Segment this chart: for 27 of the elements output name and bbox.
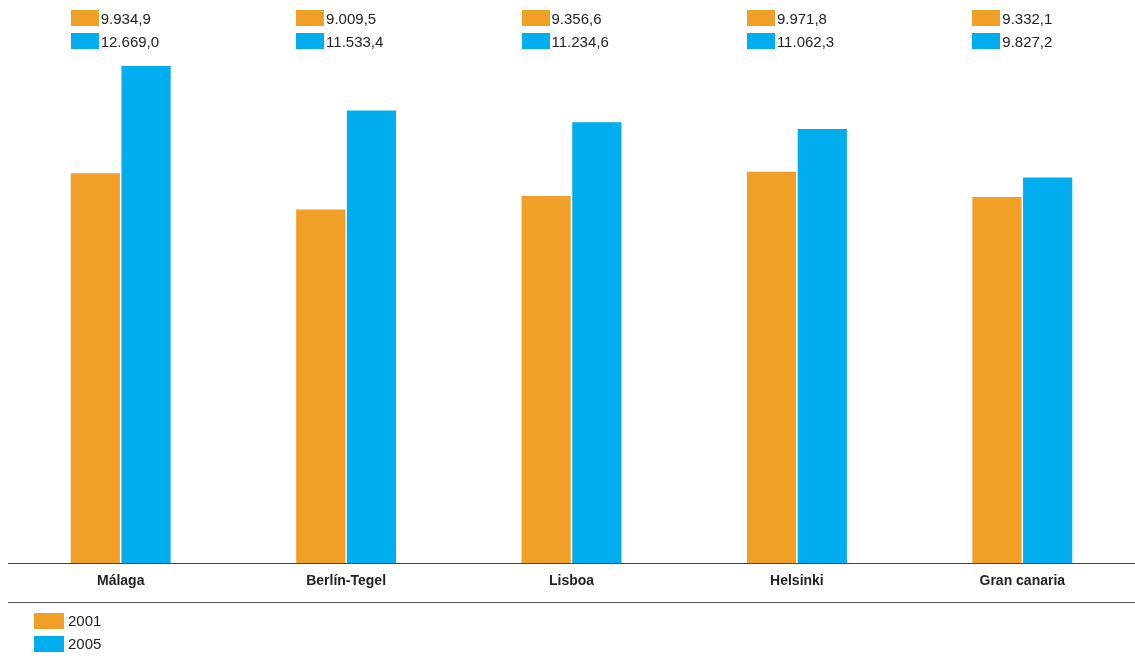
x-tick-label: Lisboa (548, 572, 595, 589)
bar (572, 122, 622, 564)
bar (972, 196, 1022, 564)
legend-label: 2001 (68, 612, 102, 629)
bar (521, 196, 571, 564)
legend-label: 2005 (68, 635, 102, 652)
data-label: 9.971,8 (776, 9, 827, 27)
bar (121, 66, 171, 564)
data-label: 9.009,5 (326, 9, 377, 27)
bar (797, 129, 847, 564)
bar (746, 171, 797, 564)
bar (296, 209, 346, 564)
x-tick-label: Málaga (96, 572, 145, 589)
data-label: 11.062,3 (776, 32, 835, 50)
data-label: 12.669,0 (100, 32, 160, 50)
bar (70, 173, 120, 564)
data-label: 9.827,2 (1002, 32, 1053, 50)
bar (1023, 177, 1073, 564)
data-label: 9.356,6 (551, 9, 602, 27)
x-tick-label: Gran canaria (979, 572, 1066, 589)
x-tick-label: Helsinki (770, 572, 824, 589)
bar (346, 110, 397, 564)
data-label: 9.934,9 (100, 9, 151, 27)
data-label: 11.533,4 (326, 32, 384, 50)
data-label: 9.332,1 (1002, 9, 1053, 27)
x-tick-label: Berlín-Tegel (306, 572, 387, 589)
data-label: 11.234,6 (551, 32, 609, 50)
